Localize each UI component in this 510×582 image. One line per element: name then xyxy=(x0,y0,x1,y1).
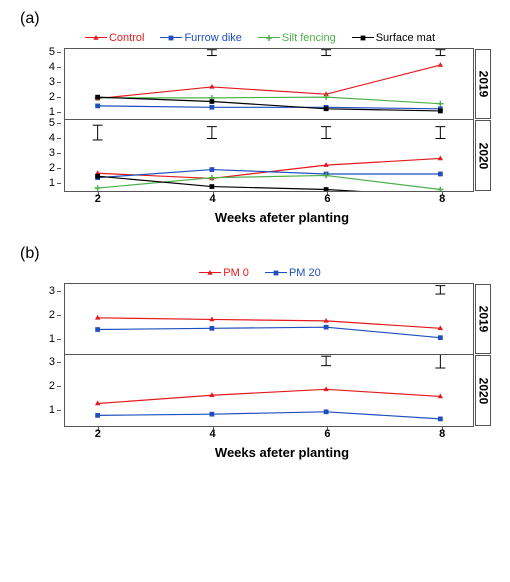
panel-a-legend: Control Furrow dike Silt fencing Surface ma… xyxy=(20,32,500,44)
figure-container: (a) Control Furrow dike Silt fencing Surfac… xyxy=(0,0,510,490)
legend-item: PM 0 xyxy=(199,267,249,279)
panel-a-xlabel: Weeks afeter planting xyxy=(64,210,500,225)
facet-strip: 2020 xyxy=(475,355,491,426)
panel-a-label: (a) xyxy=(20,10,500,28)
legend-item: Silt fencing xyxy=(258,32,336,44)
panel-b: (b) PM 0PM 20 Erosion pin height (cm) 12… xyxy=(20,245,500,460)
facet: 1232019 xyxy=(64,283,474,355)
facet-strip: 2019 xyxy=(475,284,491,354)
legend-item: Furrow dike xyxy=(160,32,241,44)
legend-item: Surface mat xyxy=(352,32,435,44)
facet: 123452019 xyxy=(64,48,474,120)
legend-item: Control xyxy=(85,32,144,44)
facet-strip: 2019 xyxy=(475,49,491,119)
facet-strip: 2020 xyxy=(475,120,491,191)
facet: 1234520202468 xyxy=(64,120,474,192)
panel-b-plotarea: 123201912320202468 xyxy=(64,283,500,427)
panel-a-plotarea: 1234520191234520202468 xyxy=(64,48,500,192)
panel-b-legend: PM 0 PM 20 xyxy=(20,267,500,279)
panel-b-xlabel: Weeks afeter planting xyxy=(64,445,500,460)
legend-item: PM 20 xyxy=(265,267,321,279)
panel-a: (a) Control Furrow dike Silt fencing Surfac… xyxy=(20,10,500,225)
facet: 12320202468 xyxy=(64,355,474,427)
panel-b-label: (b) xyxy=(20,245,500,263)
